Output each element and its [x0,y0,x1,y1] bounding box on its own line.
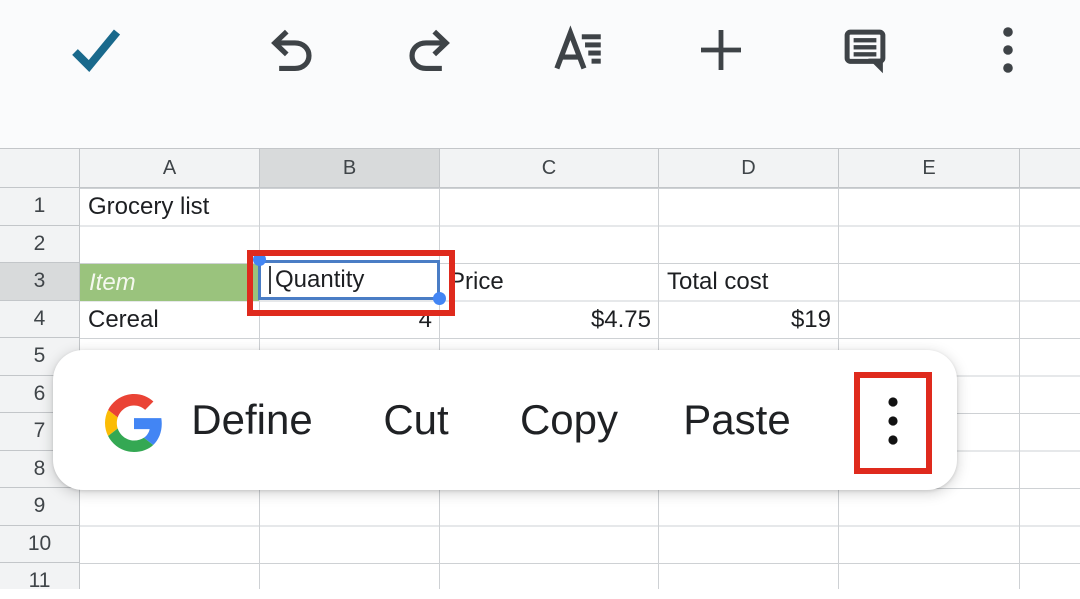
column-header-d[interactable]: D [659,148,839,188]
menu-item-define[interactable]: Define [191,396,313,443]
cell-c4[interactable]: $4.75 [590,305,651,333]
gridline [1019,188,1020,589]
cell-b3-selected[interactable]: Quantity [258,259,440,300]
check-icon [63,18,127,82]
row-header-11[interactable]: 11 [0,563,80,592]
format-button[interactable] [546,18,610,82]
row-header-10[interactable]: 10 [0,525,80,563]
row-header-1[interactable]: 1 [0,188,80,226]
menu-item-copy[interactable]: Copy [519,396,619,443]
cell-a4[interactable]: Cereal [88,305,159,333]
cell-b3-text: Quantity [275,265,365,293]
column-header-a[interactable]: A [80,148,260,188]
add-icon [695,24,747,76]
cell-d4[interactable]: $19 [790,305,831,333]
confirm-check-button[interactable] [63,18,127,82]
comment-icon [839,24,891,76]
menu-more-button[interactable] [885,394,901,448]
corner-header[interactable] [0,148,80,188]
insert-button[interactable] [689,18,753,82]
overflow-menu-icon [982,24,1034,76]
column-header-f-partial[interactable] [1020,148,1080,188]
selection-handle-top-left[interactable] [253,253,266,266]
annotation-box-cell-b3 [247,250,455,316]
toolbar-overflow-button[interactable] [976,18,1040,82]
menu-item-paste[interactable]: Paste [683,396,791,443]
google-g-logo[interactable] [105,394,163,452]
toolbar [0,0,1080,148]
redo-icon [405,24,457,76]
redo-button[interactable] [399,18,463,82]
comment-button[interactable] [833,18,897,82]
text-format-icon [552,24,604,76]
context-menu: Define Cut Copy Paste [53,350,957,490]
column-header-c[interactable]: C [440,148,659,188]
row-header-9[interactable]: 9 [0,488,80,526]
cell-a1[interactable]: Grocery list [88,193,210,220]
annotation-box-more-button [854,372,932,474]
column-header-b[interactable]: B [260,148,440,188]
row-header-3[interactable]: 3 [0,263,80,301]
text-cursor [269,265,271,294]
row-header-2[interactable]: 2 [0,225,80,263]
vertical-dots-icon [888,397,898,445]
cell-d3[interactable]: Total cost [667,268,769,295]
column-header-e[interactable]: E [839,148,1020,188]
undo-icon [264,24,316,76]
row-header-4[interactable]: 4 [0,300,80,338]
menu-item-cut[interactable]: Cut [383,396,449,443]
cell-a3[interactable]: Item [80,263,259,301]
cell-c3[interactable]: Price [449,268,504,295]
selection-handle-bottom-right[interactable] [433,292,446,305]
undo-button[interactable] [258,18,322,82]
